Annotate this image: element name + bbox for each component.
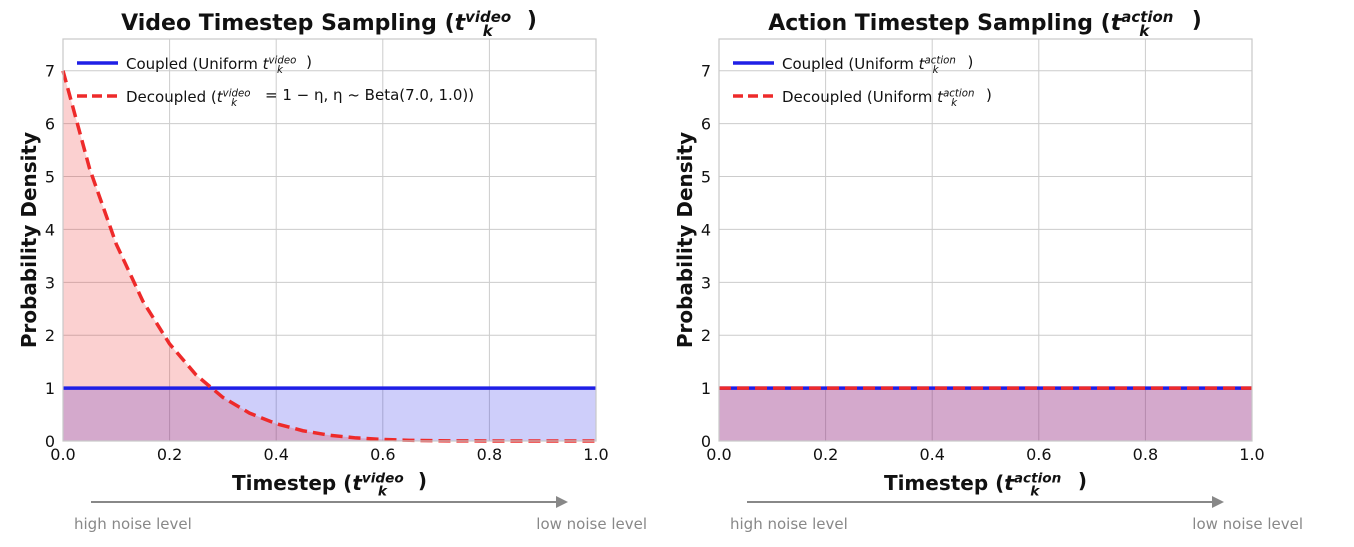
y-axis-label: Probability Density [17,132,41,348]
x-tick-label: 0.6 [1026,445,1051,464]
y-tick-label: 4 [45,220,55,239]
y-tick-label: 0 [45,432,55,451]
x-tick-label: 0.4 [919,445,944,464]
y-tick-label: 4 [701,220,711,239]
x-tick-label: 1.0 [1239,445,1264,464]
area-fills [63,70,596,441]
y-tick-label: 1 [45,379,55,398]
coupled-area [719,388,1252,441]
decoupled-line [61,70,596,443]
coupled-area [63,388,596,441]
x-tick-label: 0.2 [157,445,182,464]
decoupled-area [63,70,596,441]
legend-label: Decoupled (tvideo k = 1 − η, η ~ Beta(7.0… [126,86,474,109]
y-tick-label: 2 [701,326,711,345]
y-tick-label: 3 [701,273,711,292]
arrow-head [1212,496,1224,508]
x-tick-label: 0.6 [370,445,395,464]
noise-arrow [91,496,568,508]
x-tick-label: 0.4 [263,445,288,464]
x-tick-label: 0.8 [1133,445,1158,464]
y-tick-label: 3 [45,273,55,292]
arrow-head [556,496,568,508]
x-tick-label: 1.0 [583,445,608,464]
y-tick-label: 5 [45,168,55,187]
x-tick-label: 0.8 [477,445,502,464]
plot-frame [718,38,1253,442]
x-tick-label: 0.0 [50,445,75,464]
y-tick-label: 5 [701,168,711,187]
high-noise-label: high noise level [74,515,192,533]
y-tick-label: 7 [701,62,711,81]
plot-frame [62,38,597,442]
low-noise-label: low noise level [1192,515,1303,533]
y-tick-label: 2 [45,326,55,345]
legend-label: Coupled (Uniform tvideo k) [126,53,312,76]
y-tick-label: 6 [45,115,55,134]
y-tick-label: 6 [701,115,711,134]
high-noise-label: high noise level [730,515,848,533]
y-tick-label: 7 [45,62,55,81]
chart-title: Action Timestep Sampling (taction k) [768,8,1202,40]
x-axis-label: Timestep (tvideo k) [232,468,427,499]
x-tick-label: 0.0 [706,445,731,464]
y-tick-label: 0 [701,432,711,451]
decoupled-area [719,388,1252,441]
chart-video-timestep: 0.0 0.2 0.4 0.6 0.8 1.0 0 1 2 3 4 5 6 7 Video Timestep… [17,8,647,533]
x-axis-label: Timestep (taction k) [884,468,1087,499]
noise-arrow [747,496,1224,508]
low-noise-label: low noise level [536,515,647,533]
chart-action-timestep: 0.0 0.2 0.4 0.6 0.8 1.0 0 1 2 3 4 5 6 7 Action Timeste… [673,8,1303,533]
legend: Coupled (Uniform taction k) Decoupled (Uni… [733,53,992,109]
y-axis-label: Probability Density [673,132,697,348]
chart-title: Video Timestep Sampling (tvideo k) [121,8,537,40]
legend: Coupled (Uniform tvideo k) Decoupled (tvid… [77,53,474,109]
y-tick-label: 1 [701,379,711,398]
legend-label: Coupled (Uniform taction k) [782,53,973,76]
x-tick-label: 0.2 [813,445,838,464]
area-fills [719,388,1252,441]
legend-label: Decoupled (Uniform taction k) [782,86,992,109]
